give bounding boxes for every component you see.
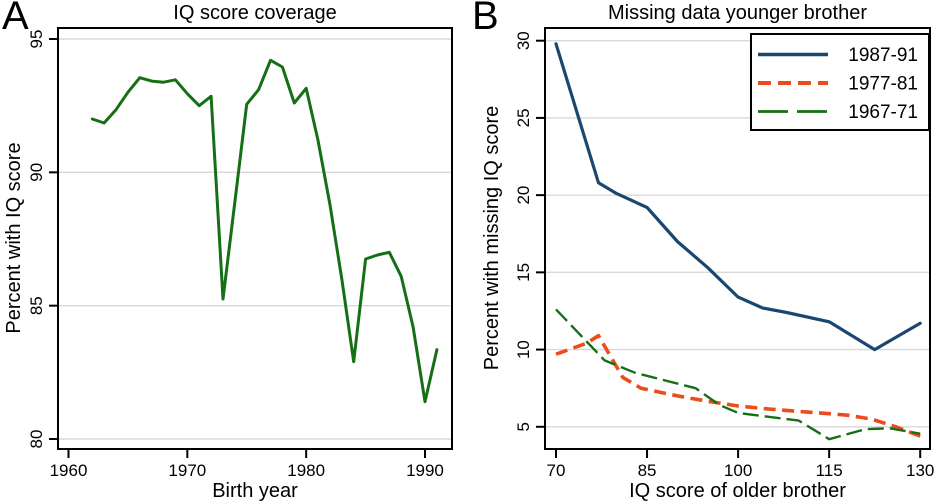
x-tick-label: 130	[906, 461, 934, 480]
legend-label: 1977-81	[848, 74, 918, 95]
panel-b-letter: B	[472, 0, 499, 38]
x-tick-label: 1980	[287, 461, 325, 480]
panel-a: 1960 1970 1980 1990 80 85 90 95 A IQ score cove…	[2, 0, 453, 502]
y-tick-label: 95	[27, 30, 46, 49]
legend-label: 1967-71	[848, 102, 918, 123]
panel-b-plot-canvas: 70 85 100 115 130 5 10 15 20 25 30 1987-91 1977-81 19…	[514, 27, 934, 480]
panel-a-x-axis-label: Birth year	[212, 480, 298, 502]
x-tick-label: 85	[638, 461, 657, 480]
plot-border	[57, 27, 453, 450]
x-tick-label: 1990	[406, 461, 444, 480]
legend-label: 1987-91	[848, 45, 918, 66]
x-tick-label: 1970	[168, 461, 206, 480]
panel-b-title: Missing data younger brother	[607, 2, 868, 24]
series-line-1967-71	[555, 308, 921, 441]
panel-a-y-axis-label: Percent with IQ score	[3, 142, 25, 334]
y-tick-label: 85	[27, 296, 46, 315]
panel-a-title: IQ score coverage	[173, 2, 337, 24]
y-tick-label: 90	[27, 163, 46, 182]
panel-b: 70 85 100 115 130 5 10 15 20 25 30 1987-91 1977-81 19…	[470, 0, 939, 504]
series-line-Percent-with-IQ-score	[90, 58, 439, 404]
y-tick-label: 30	[514, 31, 533, 50]
x-tick-label: 100	[724, 461, 752, 480]
panel-b-y-axis-label: Percent with missing IQ score	[481, 105, 503, 371]
panel-a-plot-canvas: 1960 1970 1980 1990 80 85 90 95	[27, 27, 453, 480]
y-tick-label: 25	[514, 108, 533, 127]
x-tick-label: 115	[816, 461, 843, 480]
series-line-1987-91	[554, 42, 922, 352]
panel-b-x-axis-label: IQ score of older brother	[629, 480, 846, 502]
y-tick-label: 80	[27, 430, 46, 449]
y-tick-label: 15	[514, 263, 533, 282]
y-tick-label: 20	[514, 186, 533, 205]
x-tick-label: 1960	[50, 461, 88, 480]
y-tick-label: 5	[514, 422, 533, 431]
y-tick-label: 10	[514, 340, 533, 359]
panel-a-letter: A	[2, 0, 29, 38]
series-line-1977-81	[555, 333, 921, 438]
x-tick-label: 70	[547, 461, 566, 480]
legend-box	[750, 33, 930, 131]
